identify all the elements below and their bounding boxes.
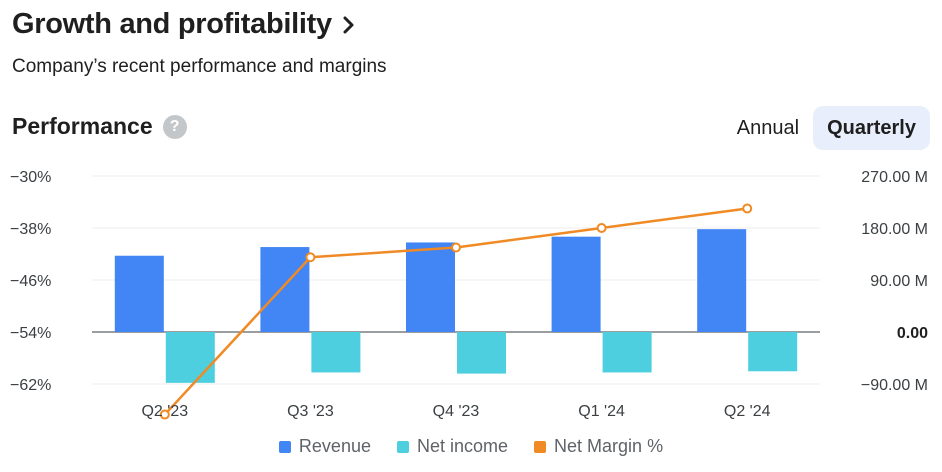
page-subtitle: Company’s recent performance and margins — [12, 56, 387, 77]
x-tick-label: Q4 '23 — [433, 403, 480, 420]
right-tick-label: 180.00 M — [861, 221, 928, 238]
left-tick-label: −30% — [10, 169, 51, 186]
left-tick-label: −54% — [10, 325, 51, 342]
period-toggle: Annual Quarterly — [723, 106, 930, 150]
legend-label-net-margin: Net Margin % — [554, 436, 664, 456]
header: Growth and profitability — [12, 8, 356, 41]
performance-header: Performance ? — [12, 113, 187, 140]
bars-layer — [114, 229, 798, 383]
revenue-bar — [114, 255, 164, 332]
right-tick-label: −90.00 M — [861, 377, 928, 394]
legend-swatch-net-margin — [534, 440, 547, 453]
revenue-bar — [697, 229, 747, 332]
net-income-bar — [457, 332, 506, 374]
page-title[interactable]: Growth and profitability — [12, 8, 332, 40]
right-tick-label: 90.00 M — [870, 273, 928, 290]
performance-chart: 270.00 M 180.00 M 90.00 M 0.00 −90.00 M −30% −… — [10, 169, 928, 420]
legend-item-net-income[interactable]: Net income — [396, 436, 509, 457]
annual-button[interactable]: Annual — [723, 106, 813, 150]
net-margin-point — [305, 252, 316, 263]
net-margin-point — [159, 409, 170, 420]
legend-swatch-net-income — [396, 440, 409, 453]
net-margin-point — [596, 223, 607, 233]
line-layer — [159, 203, 753, 420]
labels-layer: 270.00 M 180.00 M 90.00 M 0.00 −90.00 M −30% −… — [10, 169, 928, 420]
chevron-right-icon[interactable] — [342, 15, 356, 35]
performance-title: Performance — [12, 113, 153, 139]
help-icon[interactable]: ? — [162, 114, 187, 139]
net-margin-point — [451, 242, 461, 253]
revenue-bar — [260, 247, 310, 332]
x-tick-label: Q3 '23 — [287, 403, 334, 420]
legend-swatch-revenue — [278, 440, 291, 453]
chart-legend: Revenue Net income Net Margin % — [0, 436, 942, 457]
legend-item-net-margin[interactable]: Net Margin % — [534, 436, 663, 457]
title-row[interactable]: Growth and profitability — [12, 8, 356, 41]
right-tick-label: 270.00 M — [861, 169, 928, 186]
x-tick-label: Q2 '23 — [141, 403, 188, 420]
left-tick-label: −62% — [10, 377, 51, 394]
left-tick-label: −38% — [10, 221, 51, 238]
net-income-bar — [165, 332, 215, 383]
net-margin-point — [742, 203, 753, 214]
net-income-bar — [748, 332, 798, 372]
revenue-bar — [406, 242, 455, 332]
revenue-bar — [551, 236, 601, 332]
legend-item-revenue[interactable]: Revenue — [278, 436, 371, 457]
quarterly-button[interactable]: Quarterly — [813, 106, 930, 150]
legend-label-revenue: Revenue — [298, 436, 371, 456]
x-tick-label: Q1 '24 — [578, 403, 625, 420]
right-tick-label: 0.00 — [897, 325, 928, 342]
left-tick-label: −46% — [10, 273, 51, 290]
net-income-bar — [602, 332, 652, 373]
legend-label-net-income: Net income — [416, 436, 509, 456]
net-income-bar — [311, 332, 361, 373]
x-tick-label: Q2 '24 — [724, 403, 771, 420]
